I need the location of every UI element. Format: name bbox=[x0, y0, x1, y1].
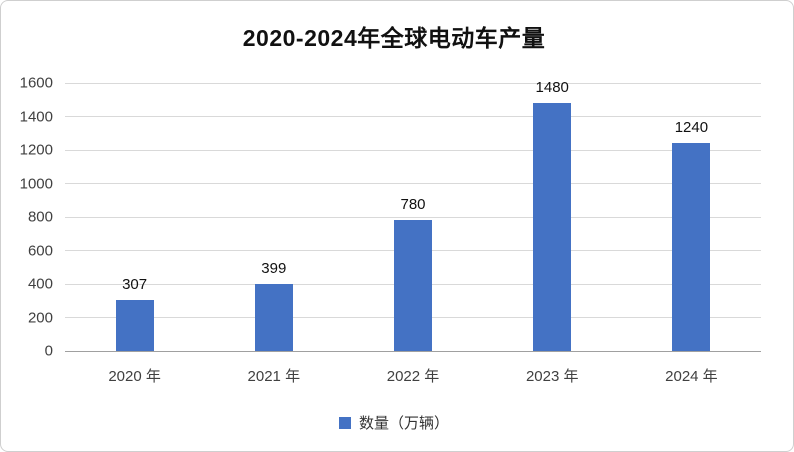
bar bbox=[533, 103, 572, 351]
x-axis: 2020 年 2021 年 2022 年 2023 年 2024 年 bbox=[65, 365, 761, 386]
chart-title: 2020-2024年全球电动车产量 bbox=[242, 25, 546, 51]
category-slot: 1240 bbox=[622, 83, 761, 351]
x-tick-label: 2022 年 bbox=[386, 368, 440, 385]
y-tick-label: 1000 bbox=[19, 175, 53, 192]
category-slot: 780 bbox=[343, 83, 482, 351]
value-label: 780 bbox=[400, 196, 426, 214]
bar bbox=[254, 284, 293, 351]
legend: 数量（万辆） bbox=[13, 412, 775, 433]
category-slot: 1480 bbox=[483, 79, 622, 351]
x-tick-label: 2024 年 bbox=[665, 368, 718, 385]
bar bbox=[394, 220, 432, 351]
y-tick-label: 0 bbox=[44, 342, 53, 360]
value-label: 1240 bbox=[674, 119, 709, 137]
y-tick-label: 1400 bbox=[19, 108, 53, 125]
y-tick-label: 800 bbox=[27, 208, 53, 226]
gridline bbox=[65, 149, 761, 151]
x-tick-label: 2021 年 bbox=[247, 368, 301, 385]
bars-group: 307 399 780 1480 1240 bbox=[65, 79, 761, 351]
y-tick-label: 1200 bbox=[19, 141, 53, 159]
x-tick-label: 2020 年 bbox=[108, 368, 161, 385]
plot-wrap: 0 200 400 600 800 1000 1200 1400 1600 307 399 780 1… bbox=[13, 75, 775, 360]
value-label: 307 bbox=[122, 275, 148, 293]
gridline bbox=[65, 350, 761, 352]
plot-area: 307 399 780 1480 1240 bbox=[65, 79, 761, 352]
y-axis: 0 200 400 600 800 1000 1200 1400 1600 bbox=[13, 75, 65, 360]
y-tick-label: 400 bbox=[27, 275, 53, 293]
gridline bbox=[65, 216, 761, 218]
gridline bbox=[65, 183, 761, 184]
y-tick-label: 600 bbox=[27, 242, 53, 259]
gridline bbox=[65, 82, 761, 84]
x-tick-label: 2023 年 bbox=[525, 368, 579, 385]
legend-label: 数量（万辆） bbox=[358, 415, 449, 432]
category-slot: 307 bbox=[65, 83, 204, 351]
value-label: 1480 bbox=[535, 79, 569, 97]
bar bbox=[672, 143, 711, 351]
y-tick-label: 200 bbox=[27, 309, 53, 326]
category-slot: 399 bbox=[204, 83, 343, 351]
bar bbox=[115, 299, 154, 351]
value-label: 399 bbox=[261, 260, 287, 278]
gridline bbox=[65, 116, 761, 117]
legend-swatch-icon bbox=[338, 416, 351, 429]
y-tick-label: 1600 bbox=[19, 74, 53, 92]
